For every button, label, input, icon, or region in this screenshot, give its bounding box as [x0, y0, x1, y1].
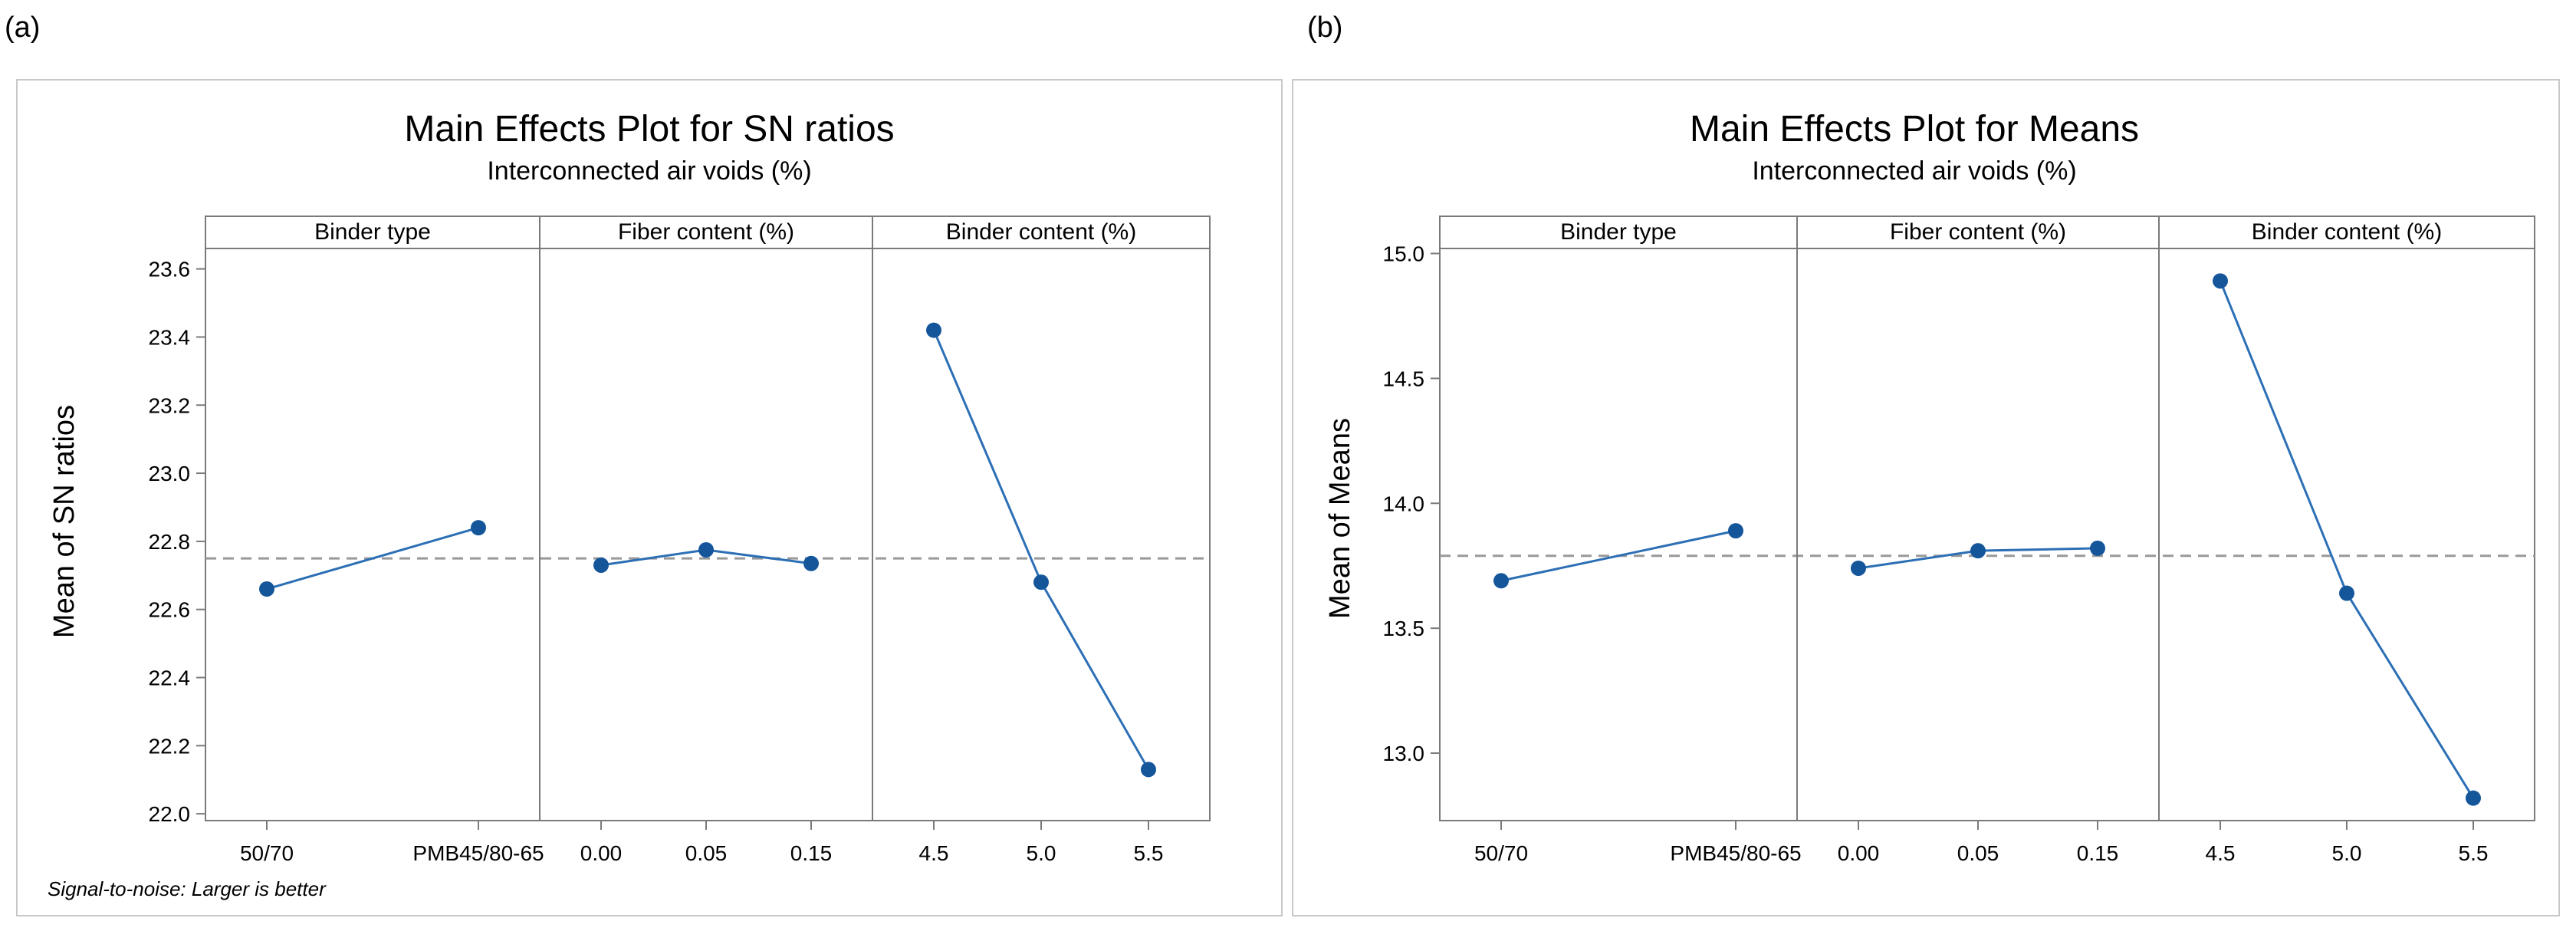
y-tick-label: 23.6 — [149, 258, 191, 281]
plot-frame-b — [1439, 216, 2535, 821]
x-tick-label: 0.05 — [1957, 841, 1999, 865]
chart-sn-ratios: 22.0 22.2 22.4 22.6 22.8 23.0 23.2 23.4 23.6 Mean… — [48, 216, 1211, 865]
series-line-b-0 — [1500, 529, 1737, 582]
y-tick-label: 14.0 — [1383, 492, 1425, 515]
x-tick-label: 0.05 — [685, 841, 728, 865]
panel-b-title: Main Effects Plot for Means — [1690, 109, 2139, 150]
y-tick-label: 13.0 — [1383, 742, 1425, 765]
y-tick-label: 23.0 — [149, 462, 191, 485]
panel-a-footnote: Signal-to-noise: Larger is better — [48, 877, 327, 900]
facet-title: Fiber content (%) — [618, 219, 794, 245]
facet-title: Binder type — [1560, 219, 1677, 245]
x-tick-label: PMB45/80-65 — [412, 841, 544, 865]
data-point-a-1-0 — [593, 557, 609, 573]
x-tick-label: 4.5 — [919, 841, 949, 865]
data-point-b-2-0 — [2213, 273, 2228, 289]
y-axis-label-a: Mean of SN ratios — [48, 405, 80, 638]
x-tick-label: 0.15 — [790, 841, 833, 865]
facet-title: Binder content (%) — [946, 219, 1136, 245]
data-point-b-1-2 — [2090, 540, 2105, 556]
x-tick-label: 5.0 — [2332, 841, 2362, 865]
data-point-a-0-0 — [259, 581, 274, 597]
series-line-a-0 — [266, 526, 479, 591]
panel-a-title: Main Effects Plot for SN ratios — [404, 109, 894, 150]
x-tick-label: 0.00 — [580, 841, 623, 865]
plot-frame-a — [205, 216, 1211, 821]
data-point-a-2-1 — [1033, 574, 1049, 591]
y-tick-label: 23.2 — [149, 393, 191, 417]
facet-title: Binder content (%) — [2252, 219, 2442, 245]
data-point-b-1-1 — [1970, 543, 1986, 559]
data-point-a-1-2 — [803, 555, 819, 571]
data-point-a-1-1 — [698, 541, 714, 558]
panel-b-border — [1292, 79, 2560, 916]
panel-a-subtitle: Interconnected air voids (%) — [487, 156, 811, 186]
y-tick-label: 23.4 — [149, 325, 191, 349]
data-point-b-2-1 — [2339, 585, 2354, 601]
x-tick-label: 4.5 — [2206, 841, 2236, 865]
data-point-b-2-2 — [2466, 790, 2481, 806]
facet-title: Binder type — [314, 219, 431, 245]
panel-b-subtitle: Interconnected air voids (%) — [1752, 156, 2076, 186]
facet-title: Fiber content (%) — [1890, 219, 2066, 245]
y-tick-label: 13.5 — [1383, 617, 1425, 640]
x-tick-label: 50/70 — [1474, 841, 1528, 865]
y-tick-label: 22.0 — [149, 802, 191, 826]
x-tick-label: 5.5 — [1134, 841, 1164, 865]
data-point-b-1-0 — [1851, 560, 1866, 576]
x-tick-label: PMB45/80-65 — [1670, 841, 1801, 865]
data-point-b-0-0 — [1493, 573, 1509, 589]
data-point-a-0-1 — [471, 520, 486, 536]
y-tick-label: 22.2 — [149, 734, 191, 758]
y-tick-label: 22.8 — [149, 530, 191, 554]
panel-b-label: (b) — [1307, 12, 1342, 44]
x-tick-label: 0.00 — [1838, 841, 1880, 865]
chart-means: 13.0 13.5 14.0 14.5 15.0 Mean of Means Binder … — [1324, 216, 2535, 865]
x-tick-label: 5.5 — [2459, 841, 2489, 865]
data-point-b-0-1 — [1728, 523, 1743, 539]
data-point-a-2-2 — [1141, 762, 1156, 778]
x-tick-label: 5.0 — [1027, 841, 1056, 865]
x-tick-label: 0.15 — [2077, 841, 2119, 865]
y-axis-label-b: Mean of Means — [1324, 418, 1356, 619]
y-tick-label: 22.4 — [149, 666, 191, 690]
data-point-a-2-0 — [926, 322, 941, 338]
y-tick-label: 15.0 — [1383, 242, 1425, 266]
y-tick-label: 14.5 — [1383, 367, 1425, 390]
x-tick-label: 50/70 — [240, 841, 294, 865]
panel-a-label: (a) — [5, 12, 40, 44]
y-tick-label: 22.6 — [149, 598, 191, 622]
panel-a-border — [16, 79, 1283, 916]
